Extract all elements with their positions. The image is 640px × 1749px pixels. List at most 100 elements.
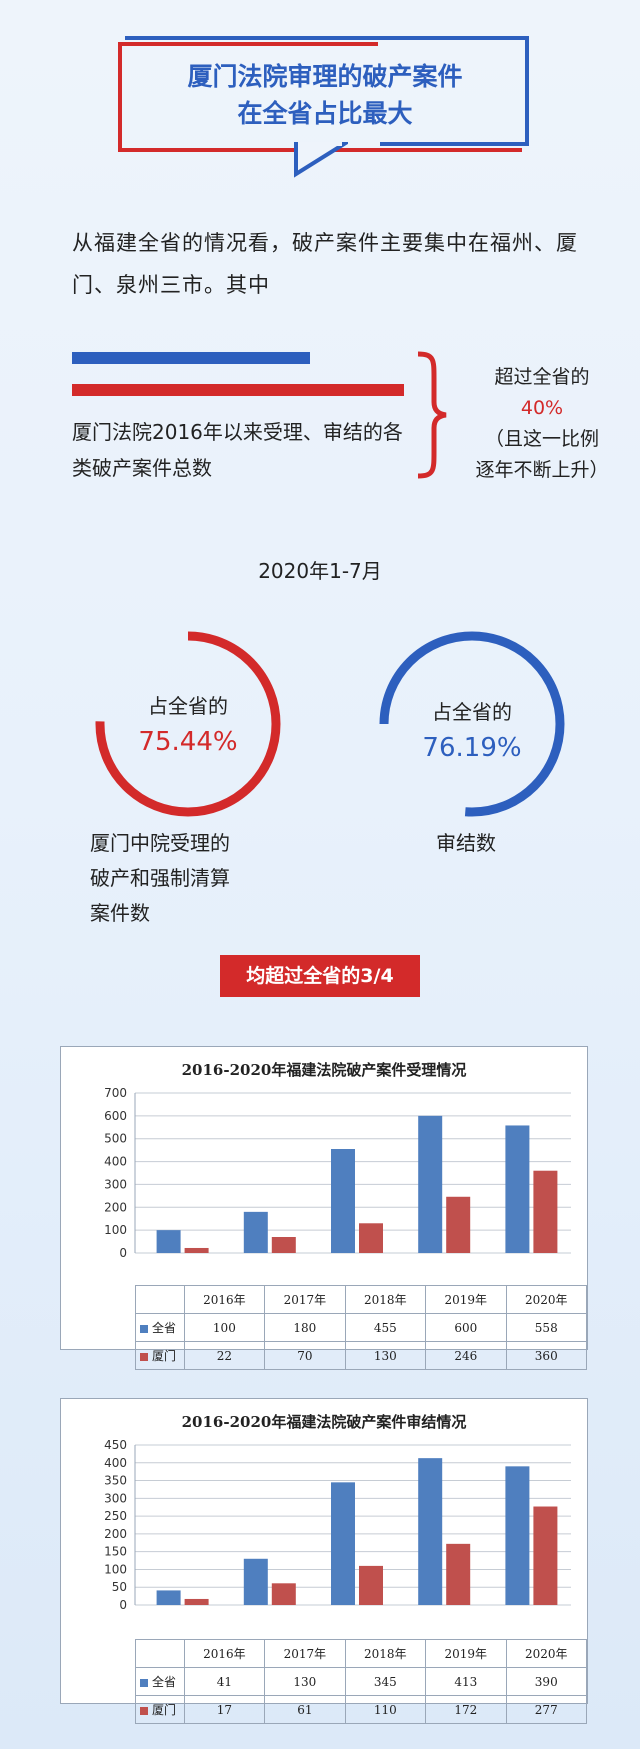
legend-entry: 全省 [135,1667,185,1696]
table-header-row: 2016年 2017年 2018年 2019年 2020年 [135,1285,588,1314]
bar-全省-2017年 [243,1558,268,1605]
y-tick-label: 600 [104,1109,127,1123]
data-label: 61 [264,1695,346,1724]
x-tick-label: 2018年 [344,1285,427,1314]
bar-全省-2017年 [243,1211,268,1253]
legend-entry: 全省 [135,1313,185,1342]
chart-closed-cases: 2016-2020年福建法院破产案件审结情况 0 50 100 150 200 250 30… [60,1398,588,1724]
x-tick-label: 2016年 [183,1639,266,1668]
data-label: 41 [183,1667,266,1696]
y-tick-label: 200 [104,1527,127,1541]
bar-厦门-2019年 [446,1196,471,1253]
table-row: 全省 100 180 455 600 558 [135,1313,588,1342]
y-tick-label: 100 [104,1223,127,1237]
table-row: 厦门 17 61 110 172 277 [135,1695,588,1724]
decor-bar-red [72,384,404,396]
y-tick-label: 300 [104,1491,127,1505]
data-label: 70 [264,1341,346,1370]
stat-line4: 逐年不断上升） [475,459,609,481]
ring-right-caption-1: 审结数 [436,831,496,855]
speech-tail-icon [294,142,348,178]
data-label: 130 [264,1667,346,1696]
data-label: 390 [505,1667,588,1696]
x-tick-label: 2017年 [264,1285,346,1314]
y-tick-label: 450 [104,1438,127,1452]
data-label: 110 [344,1695,427,1724]
ring-left-text: 占全省的 75.44% [108,688,268,760]
legend-label: 全省 [152,1675,177,1689]
legend-label: 厦门 [152,1703,177,1717]
curly-brace-icon [417,351,447,479]
data-label: 600 [425,1313,507,1342]
chart-plot-area: 0 50 100 150 200 250 300 350 400 450 [104,1438,571,1612]
banner-frame-red-top [118,42,378,46]
banner-frame-blue-bottom [380,142,525,146]
legend-label: 厦门 [152,1349,177,1363]
bar-全省-2020年 [505,1466,530,1605]
y-tick-label: 500 [104,1132,127,1146]
ring-left-caption: 厦门中院受理的 破产和强制清算 案件数 [90,826,230,931]
bar-全省-2016年 [156,1590,181,1605]
legend-swatch-icon [140,1324,148,1333]
bar-全省-2018年 [331,1482,355,1605]
legend-entry: 厦门 [135,1695,185,1724]
chart-accepted-cases: 2016-2020年福建法院破产案件受理情况 0 100 200 300 400 500 6… [60,1046,588,1370]
bar-厦门-2020年 [533,1506,558,1605]
page-title-line2: 在全省占比最大 [237,99,413,128]
y-tick-label: 100 [104,1562,127,1576]
data-label: 180 [264,1313,346,1342]
bar-厦门-2018年 [359,1223,383,1253]
bar-全省-2020年 [505,1125,530,1253]
x-tick-label: 2020年 [505,1639,588,1668]
intro-paragraph: 从福建全省的情况看，破产案件主要集中在福州、厦门、泉州三市。其中 [72,231,578,297]
page-title: 厦门法院审理的破产案件 在全省占比最大 [130,58,520,132]
xiamen-total-label: 厦门法院2016年以来受理、审结的各类破产案件总数 [72,420,403,480]
bar-厦门-2020年 [533,1170,558,1253]
legend-swatch-icon [140,1352,148,1361]
y-tick-label: 50 [112,1580,127,1594]
data-label: 455 [344,1313,427,1342]
data-label: 100 [183,1313,266,1342]
stat-line3: （且这一比例 [484,428,599,450]
ring-right-percent: 76.19% [422,733,522,763]
chart-data-table: 2016年 2017年 2018年 2019年 2020年 全省 100 180 455 600 5… [135,1285,588,1370]
y-tick-label: 400 [104,1456,127,1470]
x-tick-label: 2020年 [505,1285,588,1314]
decor-bar-blue [72,352,310,364]
y-tick-label: 0 [119,1246,127,1260]
highlight-badge: 均超过全省的3/4 [220,955,420,997]
table-corner-cell [135,1639,185,1668]
chart-plot-area: 0 100 200 300 400 500 600 700 [104,1086,571,1260]
data-label: 277 [505,1695,588,1724]
y-tick-label: 250 [104,1509,127,1523]
bar-厦门-2016年 [184,1598,209,1605]
x-tick-label: 2016年 [183,1285,266,1314]
ring-left-label: 占全省的 [148,694,228,718]
ring-left-caption-3: 案件数 [90,901,150,925]
ring-right-gauge [379,631,565,817]
x-tick-label: 2017年 [264,1639,346,1668]
table-header-row: 2016年 2017年 2018年 2019年 2020年 [135,1639,588,1668]
data-label: 413 [425,1667,507,1696]
table-row: 厦门 22 70 130 246 360 [135,1341,588,1370]
y-tick-label: 300 [104,1177,127,1191]
legend-entry: 厦门 [135,1341,185,1370]
ring-right-text: 占全省的 76.19% [392,694,552,766]
legend-swatch-icon [140,1678,148,1687]
y-tick-label: 200 [104,1200,127,1214]
bar-厦门-2016年 [184,1247,209,1253]
ring-left-caption-2: 破产和强制清算 [90,866,230,890]
ring-left-percent: 75.44% [138,727,238,757]
table-corner-cell [135,1285,185,1314]
legend-swatch-icon [140,1706,148,1715]
ring-left-caption-1: 厦门中院受理的 [90,831,230,855]
legend-label: 全省 [152,1321,177,1335]
bar-厦门-2018年 [359,1565,383,1605]
y-tick-label: 700 [104,1086,127,1100]
ring-left-gauge [95,631,281,817]
y-tick-label: 0 [119,1598,127,1612]
chart-data-table: 2016年 2017年 2018年 2019年 2020年 全省 41 130 345 413 39… [135,1639,588,1724]
stat-percent: 40% [520,397,564,419]
stat-line1: 超过全省的 [494,366,590,388]
bar-全省-2019年 [418,1115,443,1253]
